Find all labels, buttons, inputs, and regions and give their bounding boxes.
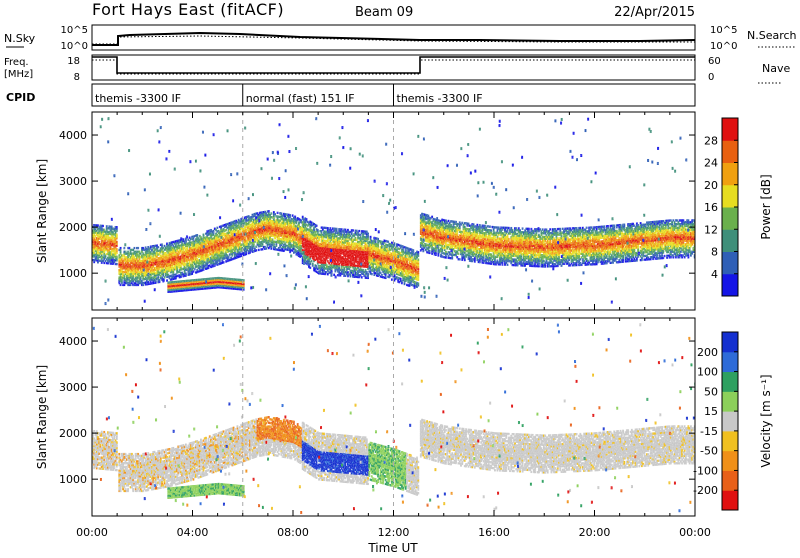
cpid-segment-label: normal (fast) 151 IF — [246, 92, 355, 105]
nave-label: Nave — [762, 62, 790, 75]
freq-trace — [92, 57, 695, 73]
date-label: 22/Apr/2015 — [614, 5, 695, 20]
cpid-segment-label: themis -3300 IF — [95, 92, 181, 105]
nave-tick-bottom: 0 — [708, 72, 714, 83]
station-title: Fort Hays East (fitACF) — [92, 0, 284, 19]
nave-tick-top: 60 — [708, 56, 721, 67]
cpid-label: CPID — [6, 91, 35, 104]
freq-panel: Freq. [MHz] 18 8 Nave 60 0 — [4, 55, 790, 83]
nsky-label: N.Sky — [4, 32, 36, 45]
nsearch-label: N.Search — [747, 29, 797, 42]
nsky-panel: N.Sky 10^5 10^0 N.Search 10^5 10^0 — [4, 25, 797, 52]
cpid-segment-label: themis -3300 IF — [397, 92, 483, 105]
nsearch-tick-bottom: 10^0 — [710, 41, 737, 52]
freq-unit: [MHz] — [4, 69, 33, 80]
cpid-panel: CPID themis -3300 IF normal (fast) 151 IF… — [6, 84, 695, 106]
freq-label: Freq. — [4, 57, 29, 68]
beam-label: Beam 09 — [355, 5, 413, 20]
freq-tick-top: 18 — [67, 56, 80, 67]
nsky-tick-bottom: 10^0 — [61, 41, 88, 52]
nave-trace — [92, 60, 695, 74]
nsky-tick-top: 10^5 — [61, 25, 88, 36]
nsearch-tick-top: 10^5 — [710, 25, 737, 36]
nsky-trace — [92, 33, 695, 45]
freq-tick-bottom: 8 — [74, 72, 80, 83]
nsearch-trace — [92, 36, 695, 44]
